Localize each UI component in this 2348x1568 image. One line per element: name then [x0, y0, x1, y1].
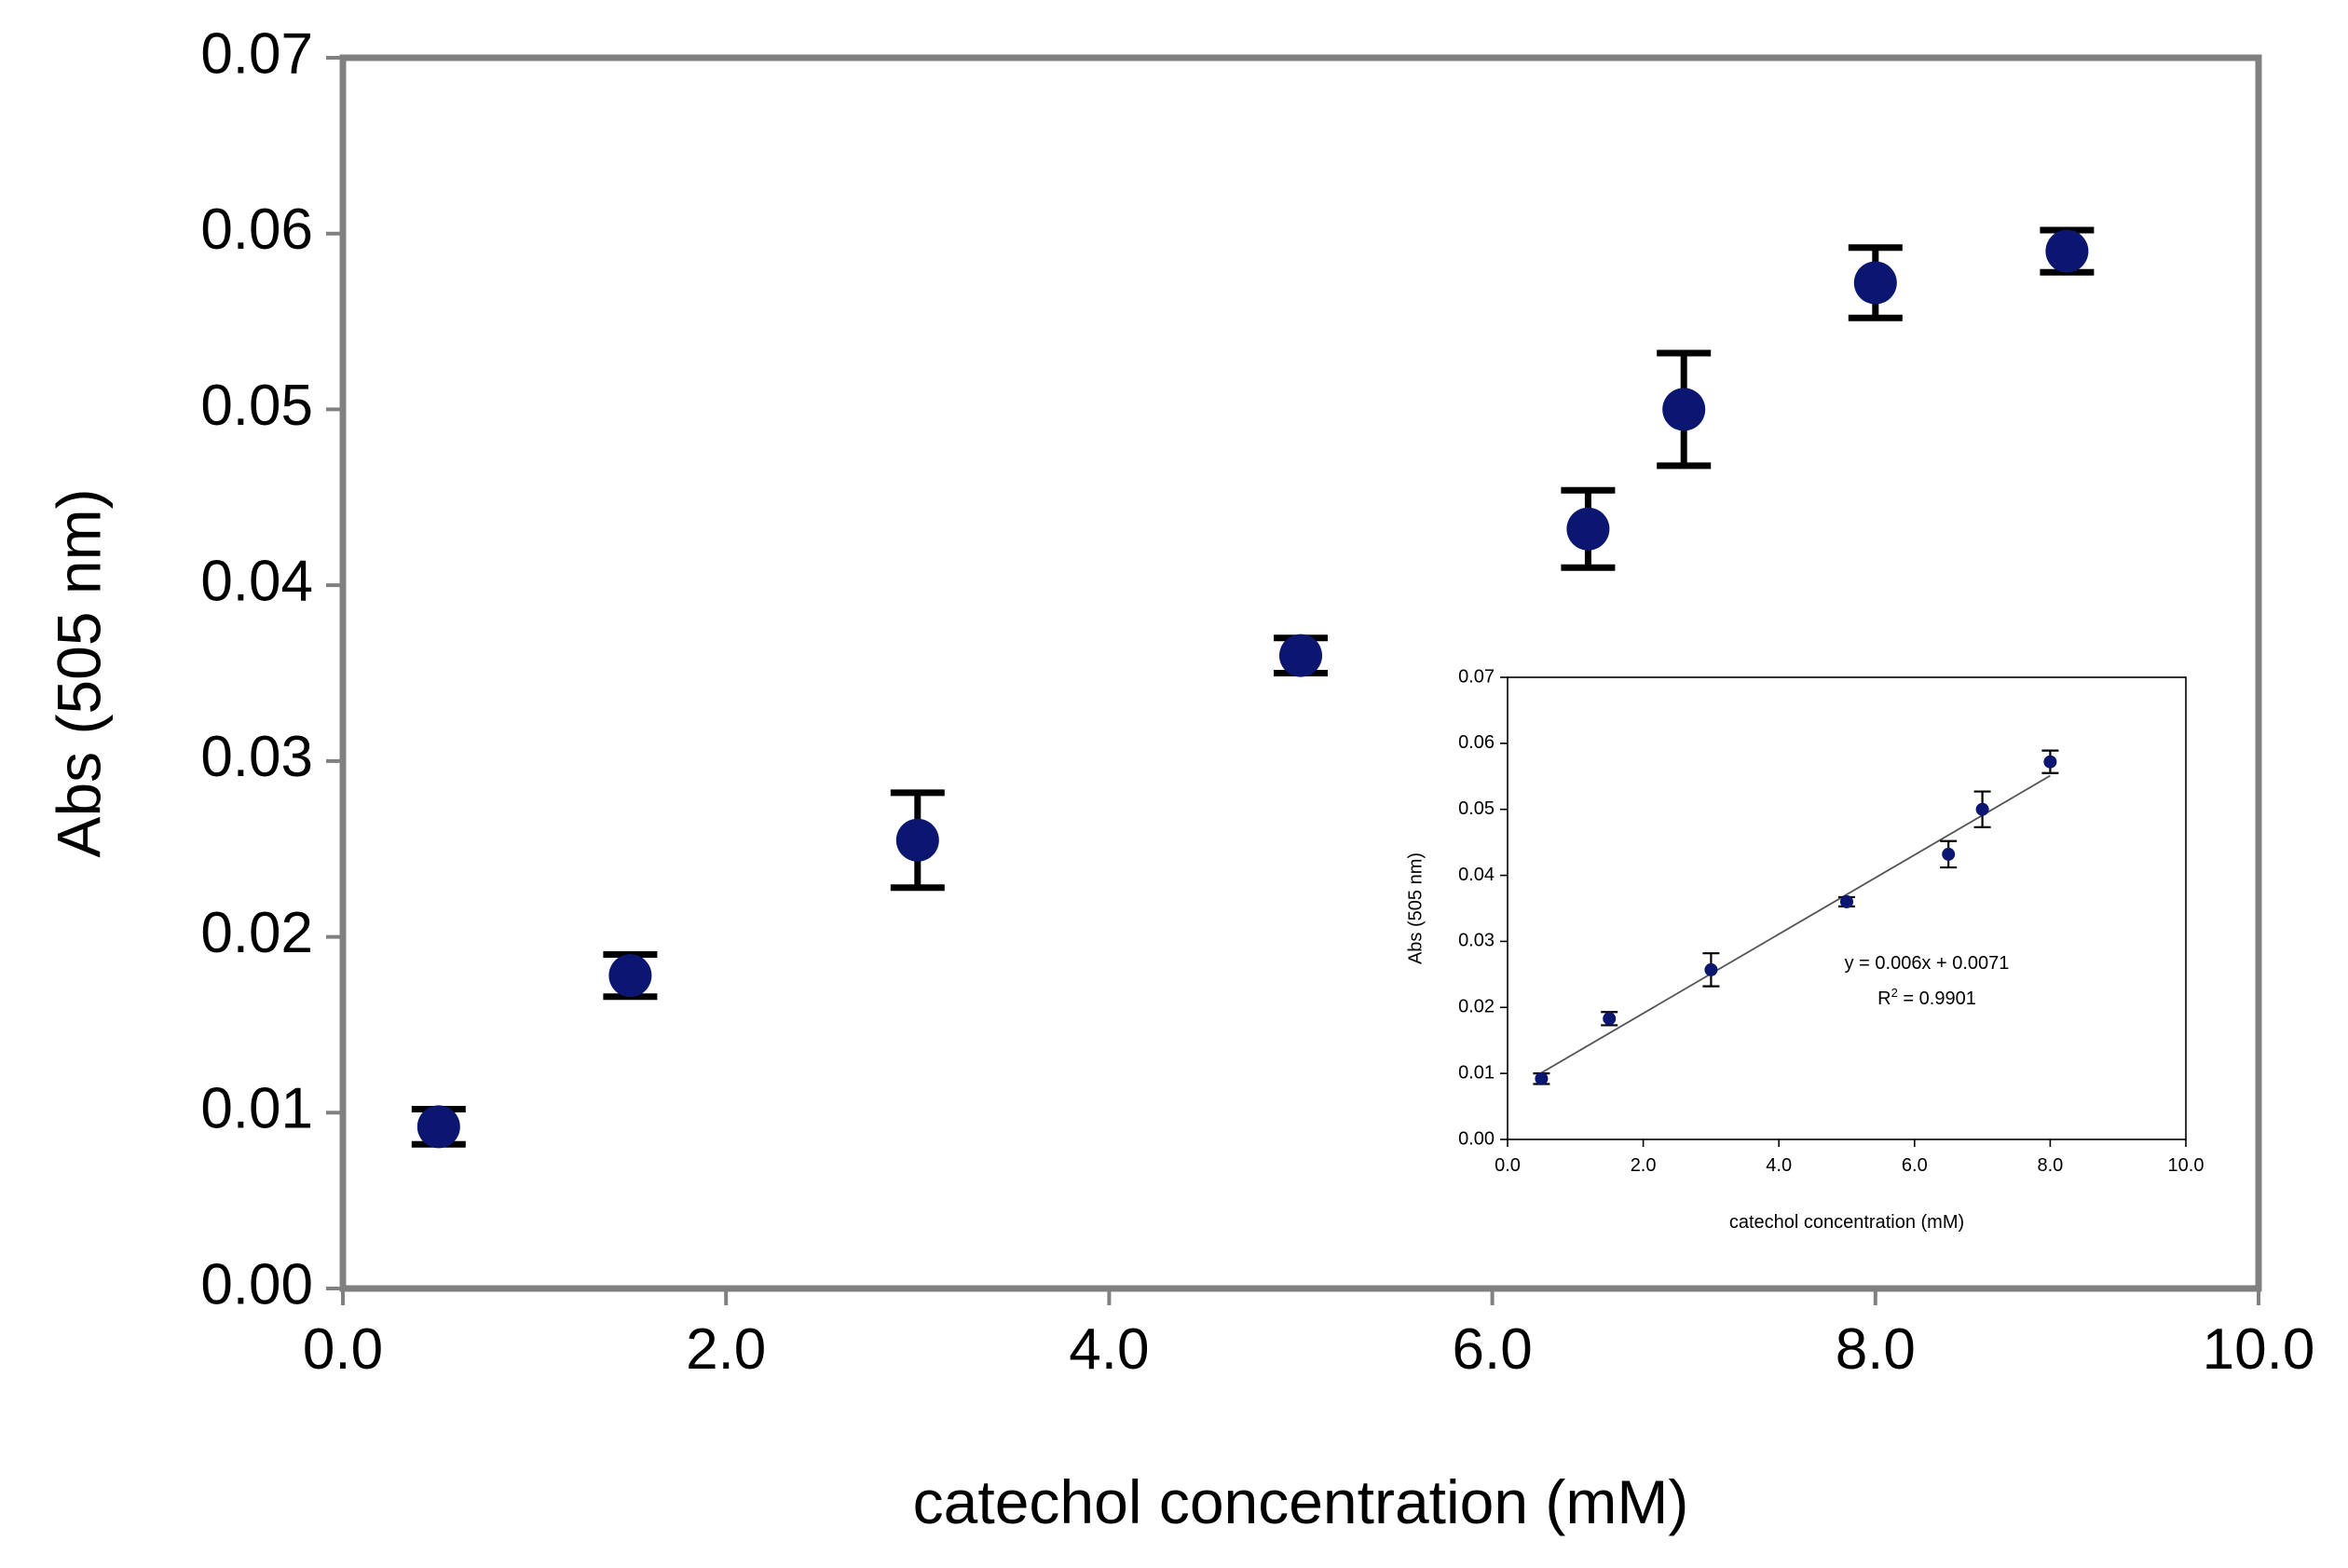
main-data-point	[895, 818, 939, 862]
main-x-tick-label: 2.0	[686, 1317, 766, 1382]
inset-trend-equation: y = 0.006x + 0.0071	[1845, 953, 2010, 974]
main-y-axis-label: Abs (505 nm)	[44, 488, 113, 857]
inset-y-tick-label: 0.05	[1458, 798, 1495, 819]
inset-r2-value: = 0.9901	[1898, 989, 1976, 1009]
inset-r2-sup: 2	[1891, 986, 1898, 1000]
inset-x-axis-label: catechol concentration (mM)	[1729, 1212, 1964, 1233]
inset-trend-r2: R2 = 0.9901	[1877, 986, 1976, 1009]
inset-y-tick-label: 0.02	[1458, 997, 1495, 1017]
inset-y-tick-label: 0.03	[1458, 931, 1495, 951]
main-data-point	[1566, 507, 1610, 551]
inset-trendline	[1540, 774, 2051, 1074]
main-data-point	[1279, 634, 1322, 677]
inset-data-point	[1840, 894, 1853, 908]
main-data-point	[416, 1105, 460, 1149]
main-data-point	[608, 954, 652, 998]
inset-data-point	[1535, 1071, 1549, 1085]
main-x-tick-label: 4.0	[1069, 1317, 1149, 1382]
inset-x-tick-label: 4.0	[1766, 1155, 1792, 1176]
inset-x-tick-label: 8.0	[2037, 1155, 2063, 1176]
inset-x-tick-label: 6.0	[1902, 1155, 1928, 1176]
main-y-tick-label: 0.06	[200, 198, 313, 262]
main-x-tick-label: 10.0	[2203, 1317, 2315, 1382]
main-x-tick-label: 8.0	[1836, 1317, 1916, 1382]
inset-y-tick-label: 0.06	[1458, 732, 1495, 753]
main-y-tick-label: 0.01	[200, 1077, 313, 1141]
inset-data-point	[1942, 847, 1956, 861]
inset-r2-label: R	[1877, 989, 1891, 1009]
inset-data-point	[1704, 962, 1718, 976]
main-y-tick-label: 0.03	[200, 725, 313, 789]
main-data-point	[1662, 388, 1706, 431]
inset-y-tick-label: 0.04	[1458, 865, 1495, 885]
inset-plot-frame	[1507, 676, 2187, 1140]
main-data-point	[1853, 261, 1897, 305]
inset-data-point	[1975, 802, 1989, 816]
inset-plot: 0.00 0.01 0.02 0.03 0.04 0.05 0.06 0.07 0.0 2.0 4.…	[1405, 666, 2204, 1233]
main-x-tick-label: 6.0	[1452, 1317, 1532, 1382]
main-y-tick-label: 0.07	[200, 21, 313, 86]
inset-y-axis-label: Abs (505 nm)	[1405, 852, 1426, 964]
main-plot: 0.000.010.020.030.040.050.060.070.0 2.0 4.…	[44, 21, 2314, 1536]
inset-y-tick-label: 0.01	[1458, 1062, 1495, 1083]
inset-x-tick-label: 2.0	[1631, 1155, 1657, 1176]
inset-y-tick-label: 0.00	[1458, 1128, 1495, 1149]
main-x-tick-label: 0.0	[303, 1317, 383, 1382]
inset-x-tick-label: 10.0	[2168, 1155, 2205, 1176]
inset-y-tick-label: 0.07	[1458, 666, 1495, 687]
main-y-tick-label: 0.00	[200, 1252, 313, 1316]
main-y-tick-label: 0.02	[200, 901, 313, 965]
main-plot-frame	[339, 54, 2262, 1292]
main-y-tick-label: 0.05	[200, 374, 313, 438]
main-x-axis-label: catechol concentration (mM)	[913, 1467, 1689, 1536]
inset-data-point	[2043, 755, 2057, 769]
main-y-tick-label: 0.04	[200, 550, 313, 614]
main-data-point	[2045, 229, 2089, 273]
inset-x-tick-label: 0.0	[1495, 1155, 1521, 1176]
inset-data-point	[1603, 1012, 1617, 1026]
